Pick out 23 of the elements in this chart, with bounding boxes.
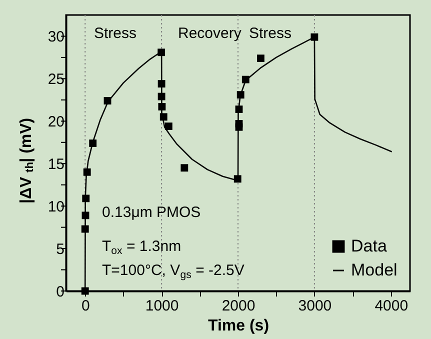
y-tick-label: 15 <box>48 156 64 174</box>
y-tick-label: 10 <box>48 198 64 216</box>
annotation: Stress <box>249 25 292 42</box>
legend-label: Data <box>351 236 388 256</box>
x-tick-label: 2000 <box>222 298 256 314</box>
y-tick-label: 30 <box>48 28 64 46</box>
x-tick-label: 3000 <box>298 298 332 314</box>
annotation: Recovery <box>178 25 242 42</box>
annotation: Stress <box>94 25 137 42</box>
point <box>256 54 264 62</box>
y-tick-label: 20 <box>48 114 64 131</box>
y-tick-label: 5 <box>56 241 64 258</box>
x-tick-label: 1000 <box>145 298 179 314</box>
legend-label: Model <box>351 260 398 280</box>
y-tick-label: 25 <box>48 71 64 88</box>
point <box>180 164 188 172</box>
y-axis-title: |ΔVth| (mV) <box>18 118 36 204</box>
x-tick-label: 4000 <box>374 298 408 314</box>
annotation: 0.13μm PMOS <box>102 204 201 221</box>
x-axis-title: Time (s) <box>208 318 270 334</box>
y-tick-label: 0 <box>56 284 64 300</box>
point <box>164 122 172 130</box>
x-tick-label: 0 <box>81 298 90 314</box>
